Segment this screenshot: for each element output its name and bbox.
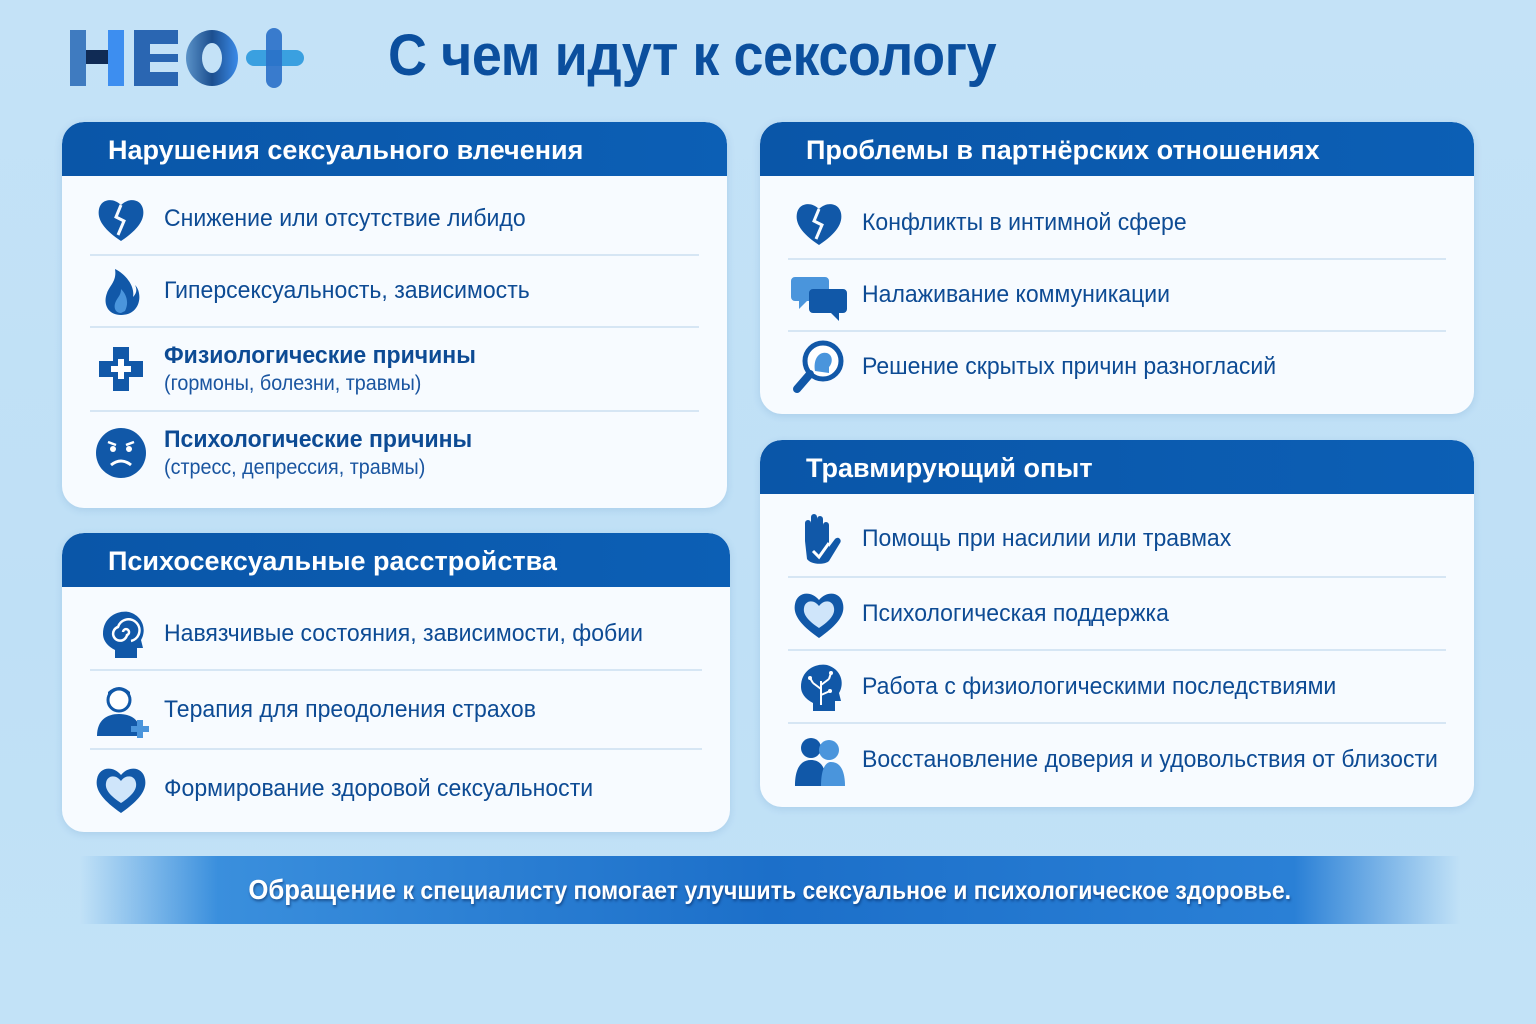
card-body: Конфликты в интимной сфере Налаживание ко… <box>760 176 1474 402</box>
item-text: Решение скрытых причин разногласий <box>862 353 1276 381</box>
list-item: Решение скрытых причин разногласий <box>788 332 1446 402</box>
list-item: Налаживание коммуникации <box>788 260 1446 332</box>
card-body: Помощь при насилии или травмах Психологич… <box>760 494 1474 795</box>
footer-lead: Обращение <box>248 874 397 905</box>
item-text: Восстановление доверия и удовольствия от… <box>862 746 1438 774</box>
broken-heart-icon <box>788 195 850 251</box>
broken-heart-icon <box>90 191 152 247</box>
list-item: Навязчивые состояния, зависимости, фобии <box>90 599 702 671</box>
list-item: Формирование здоровой сексуальности <box>90 750 702 827</box>
item-text: Навязчивые состояния, зависимости, фобии <box>164 620 643 648</box>
heart-icon <box>788 586 850 642</box>
card-body: Снижение или отсутствие либидо Гиперсексу… <box>62 176 727 494</box>
item-text: Терапия для преодоления страхов <box>164 696 536 724</box>
item-label: Решение скрытых причин разногласий <box>862 353 1277 380</box>
card-sexual-desire: Нарушения сексуального влечения Снижение … <box>62 122 727 508</box>
card-traumatic-experience: Травмирующий опыт Помощь при насилии или … <box>760 440 1474 807</box>
card-body: Навязчивые состояния, зависимости, фобии… <box>62 587 730 827</box>
logo <box>70 28 304 88</box>
chat-bubbles-icon <box>788 267 850 323</box>
brain-tree-icon <box>788 659 850 715</box>
card-title: Психосексуальные расстройства <box>62 533 730 587</box>
list-item: Снижение или отсутствие либидо <box>90 184 699 256</box>
list-item: Работа с физиологическими последствиями <box>788 651 1446 724</box>
list-item: Восстановление доверия и удовольствия от… <box>788 724 1446 795</box>
item-label: Гиперсексуальность, зависимость <box>164 277 530 304</box>
item-title: Физиологические причины <box>164 342 476 369</box>
item-text: Психологические причины (стресс, депресси… <box>164 426 472 480</box>
item-label: Помощь при насилии или травмах <box>862 525 1232 552</box>
heart-icon <box>90 761 152 817</box>
list-item: Конфликты в интимной сфере <box>788 188 1446 260</box>
item-text: Помощь при насилии или травмах <box>862 525 1231 553</box>
sad-face-icon <box>90 425 152 481</box>
hand-icon <box>788 511 850 567</box>
item-label: Работа с физиологическими последствиями <box>862 672 1337 700</box>
item-label: Формирование здоровой сексуальности <box>164 774 594 802</box>
item-text: Формирование здоровой сексуальности <box>164 775 593 803</box>
item-text: Психологическая поддержка <box>862 600 1169 628</box>
spiral-head-icon <box>90 606 152 662</box>
list-item: Физиологические причины (гормоны, болезни… <box>90 328 699 412</box>
list-item: Помощь при насилии или травмах <box>788 502 1446 578</box>
item-text: Конфликты в интимной сфере <box>862 209 1187 237</box>
person-plus-icon <box>90 682 152 738</box>
card-title: Травмирующий опыт <box>760 440 1474 494</box>
item-label: Снижение или отсутствие либидо <box>164 205 526 232</box>
footer-banner: Обращение к специалисту помогает улучшит… <box>80 856 1460 924</box>
item-label: Налаживание коммуникации <box>862 281 1171 308</box>
list-item: Психологические причины (стресс, депресси… <box>90 412 699 494</box>
flame-icon <box>90 263 152 319</box>
list-item: Психологическая поддержка <box>788 578 1446 651</box>
item-label: Восстановление доверия и удовольствия от… <box>862 745 1438 773</box>
footer-text: к специалисту помогает улучшить сексуаль… <box>396 877 1292 905</box>
item-label: Терапия для преодоления страхов <box>164 695 536 723</box>
card-title: Проблемы в партнёрских отношениях <box>760 122 1474 176</box>
medical-cross-icon <box>90 341 152 397</box>
item-text: Налаживание коммуникации <box>862 281 1170 309</box>
card-title: Нарушения сексуального влечения <box>62 122 727 176</box>
item-label: Конфликты в интимной сфере <box>862 209 1187 236</box>
item-text: Физиологические причины (гормоны, болезни… <box>164 342 476 396</box>
item-text: Работа с физиологическими последствиями <box>862 673 1336 701</box>
hug-icon <box>788 732 850 788</box>
card-psychosexual-disorders: Психосексуальные расстройства Навязчивые … <box>62 533 730 832</box>
item-label: Психологическая поддержка <box>862 599 1169 627</box>
card-partner-relations: Проблемы в партнёрских отношениях Конфлик… <box>760 122 1474 414</box>
item-text: Гиперсексуальность, зависимость <box>164 277 530 305</box>
item-title: Психологические причины <box>164 426 473 453</box>
magnifier-head-icon <box>788 339 850 395</box>
page-title: С чем идут к сексологу <box>388 23 997 88</box>
item-label: Навязчивые состояния, зависимости, фобии <box>164 620 643 647</box>
list-item: Терапия для преодоления страхов <box>90 671 702 750</box>
item-subtext: (гормоны, болезни, травмы) <box>164 372 422 395</box>
list-item: Гиперсексуальность, зависимость <box>90 256 699 328</box>
item-subtext: (стресс, депрессия, травмы) <box>164 456 426 479</box>
item-text: Снижение или отсутствие либидо <box>164 205 526 233</box>
